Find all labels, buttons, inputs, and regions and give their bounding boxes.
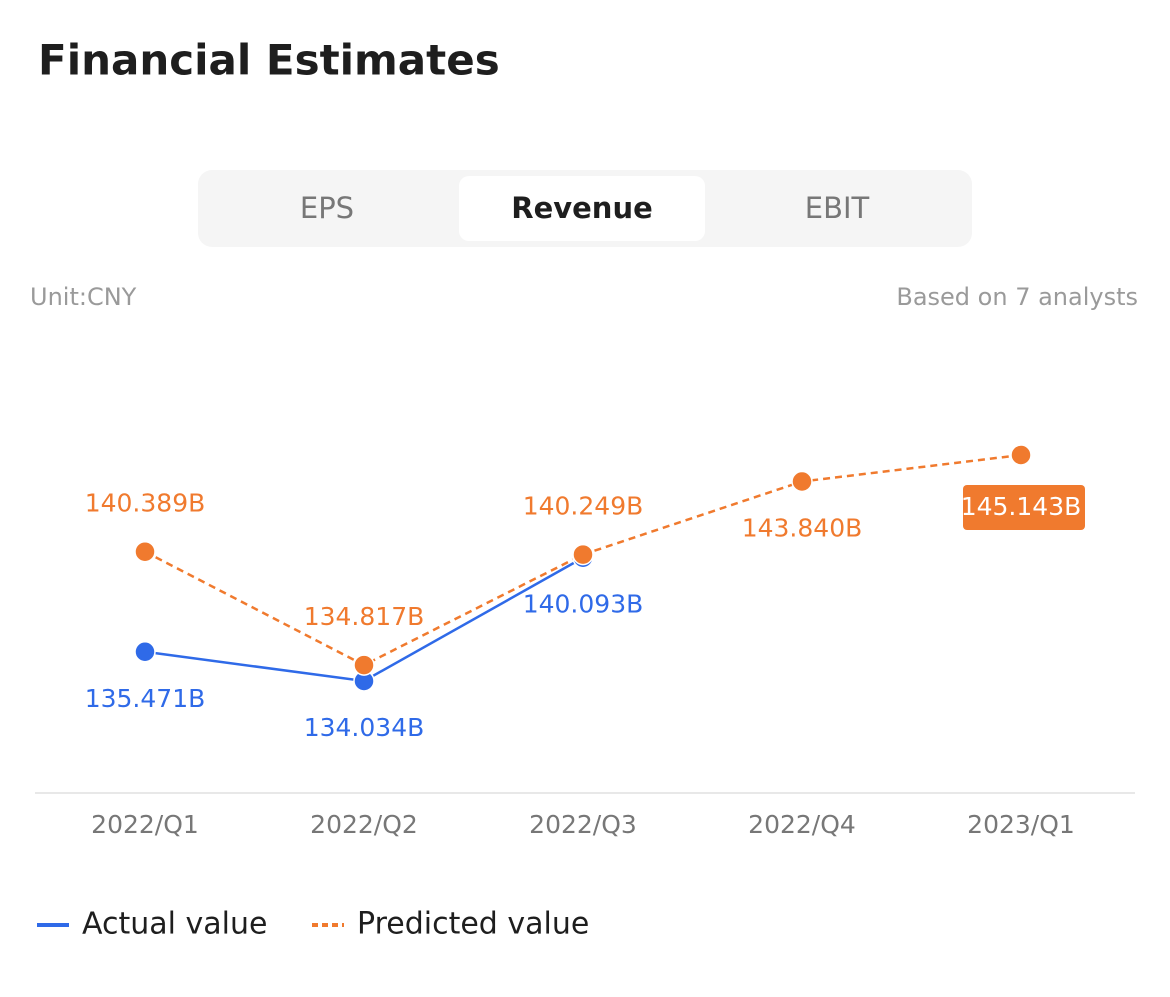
data-point [1010, 444, 1032, 466]
data-point [791, 470, 813, 493]
data-point [353, 654, 375, 676]
x-tick-label: 2023/Q1 [967, 810, 1075, 839]
tab[interactable]: EBIT [805, 191, 870, 225]
tab-selected [459, 176, 705, 241]
value-label: 140.249B [523, 492, 644, 521]
data-point [134, 540, 156, 563]
value-label: 140.093B [523, 590, 644, 619]
highlight-label-box [963, 485, 1085, 530]
page-title: Financial Estimates [38, 36, 500, 85]
data-point [134, 641, 156, 663]
value-label: 134.817B [304, 602, 425, 631]
tab[interactable]: Revenue [511, 191, 653, 225]
x-tick-label: 2022/Q4 [748, 810, 856, 839]
x-tick-label: 2022/Q1 [91, 810, 199, 839]
tab[interactable]: EPS [300, 191, 354, 225]
unit-label: Unit:CNY [30, 283, 137, 311]
value-label: 134.034B [304, 713, 425, 742]
legend-label: Actual value [82, 907, 267, 942]
legend-label: Predicted value [357, 907, 589, 942]
data-point [572, 543, 594, 566]
x-tick-label: 2022/Q2 [310, 810, 418, 839]
analysts-note: Based on 7 analysts [896, 283, 1138, 311]
series-line [144, 453, 1022, 667]
value-label: 143.840B [742, 514, 863, 543]
value-label: 140.389B [85, 489, 206, 518]
x-tick-label: 2022/Q3 [529, 810, 637, 839]
value-label: 145.143B [961, 492, 1082, 521]
value-label: 135.471B [85, 684, 206, 713]
